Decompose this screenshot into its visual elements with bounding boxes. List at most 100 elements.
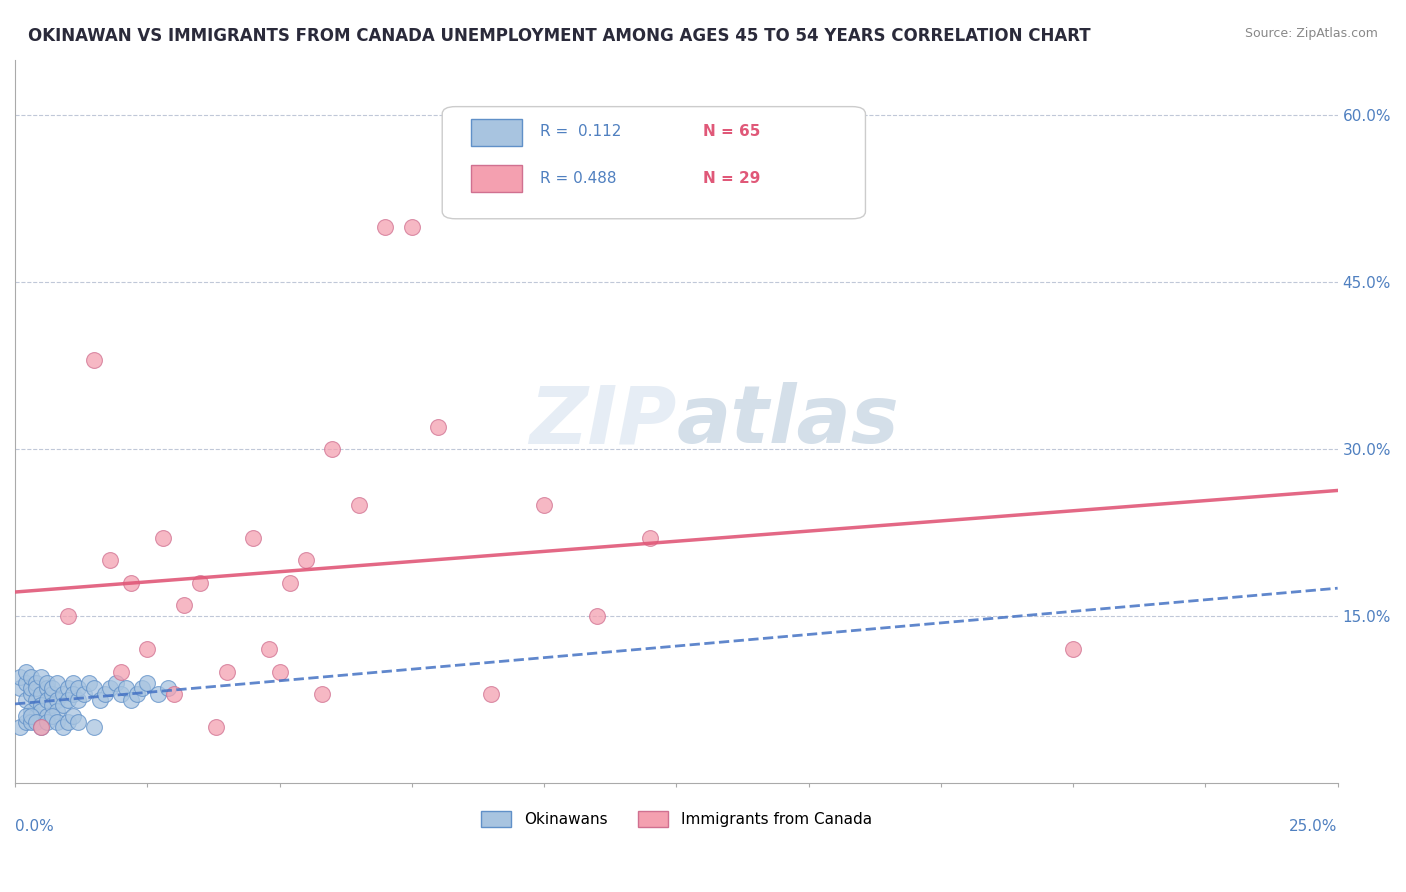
Point bbox=[46, 704, 69, 718]
Point bbox=[62, 676, 84, 690]
Point bbox=[14, 692, 37, 706]
Point bbox=[115, 681, 138, 696]
Text: N = 29: N = 29 bbox=[703, 170, 761, 186]
Point bbox=[8, 720, 31, 734]
Point bbox=[110, 665, 132, 679]
Point bbox=[30, 670, 52, 684]
Point bbox=[77, 676, 100, 690]
Point bbox=[41, 698, 63, 713]
Point bbox=[83, 720, 105, 734]
Point bbox=[89, 692, 111, 706]
Point bbox=[56, 714, 79, 729]
Point bbox=[30, 720, 52, 734]
Point bbox=[152, 531, 174, 545]
Point bbox=[14, 714, 37, 729]
Point bbox=[20, 714, 42, 729]
FancyBboxPatch shape bbox=[471, 119, 522, 146]
Point bbox=[125, 687, 148, 701]
Point bbox=[56, 609, 79, 624]
Text: ZIP: ZIP bbox=[529, 383, 676, 460]
Point bbox=[46, 676, 69, 690]
Point bbox=[83, 353, 105, 368]
Point bbox=[120, 575, 142, 590]
Point bbox=[52, 698, 75, 713]
Point bbox=[83, 681, 105, 696]
Text: R = 0.488: R = 0.488 bbox=[540, 170, 617, 186]
Point bbox=[479, 687, 502, 701]
Point bbox=[94, 687, 117, 701]
Point bbox=[56, 692, 79, 706]
Text: 0.0%: 0.0% bbox=[15, 819, 53, 834]
Point bbox=[20, 709, 42, 723]
Point bbox=[41, 687, 63, 701]
Point bbox=[20, 681, 42, 696]
Point bbox=[46, 714, 69, 729]
Point bbox=[157, 681, 180, 696]
Point bbox=[131, 681, 153, 696]
Point bbox=[311, 687, 333, 701]
Text: R =  0.112: R = 0.112 bbox=[540, 125, 621, 139]
Point bbox=[25, 676, 48, 690]
Point bbox=[67, 714, 90, 729]
Point bbox=[638, 531, 661, 545]
Point bbox=[52, 687, 75, 701]
Point bbox=[8, 670, 31, 684]
Point bbox=[20, 687, 42, 701]
Point bbox=[67, 681, 90, 696]
Point bbox=[56, 681, 79, 696]
Point bbox=[257, 642, 280, 657]
Point bbox=[52, 720, 75, 734]
Point bbox=[242, 531, 264, 545]
Point bbox=[25, 709, 48, 723]
Point bbox=[1062, 642, 1084, 657]
Point bbox=[205, 720, 228, 734]
FancyBboxPatch shape bbox=[471, 164, 522, 192]
Point bbox=[35, 681, 58, 696]
Point bbox=[136, 642, 159, 657]
Point bbox=[73, 687, 96, 701]
Point bbox=[321, 442, 343, 457]
Point bbox=[427, 420, 450, 434]
Point bbox=[62, 687, 84, 701]
Point bbox=[46, 692, 69, 706]
Text: OKINAWAN VS IMMIGRANTS FROM CANADA UNEMPLOYMENT AMONG AGES 45 TO 54 YEARS CORREL: OKINAWAN VS IMMIGRANTS FROM CANADA UNEMP… bbox=[28, 27, 1091, 45]
Point bbox=[14, 709, 37, 723]
Point bbox=[30, 720, 52, 734]
Point bbox=[269, 665, 291, 679]
Point bbox=[586, 609, 609, 624]
Point bbox=[98, 681, 121, 696]
Point bbox=[25, 692, 48, 706]
Point bbox=[67, 692, 90, 706]
Point bbox=[104, 676, 127, 690]
Point bbox=[215, 665, 238, 679]
Point bbox=[62, 709, 84, 723]
Point bbox=[30, 687, 52, 701]
Text: 25.0%: 25.0% bbox=[1289, 819, 1337, 834]
Point bbox=[163, 687, 186, 701]
Point bbox=[173, 598, 195, 612]
Text: atlas: atlas bbox=[676, 383, 898, 460]
Point bbox=[146, 687, 169, 701]
Point bbox=[401, 219, 423, 234]
Point bbox=[25, 714, 48, 729]
Point bbox=[295, 553, 318, 567]
Point bbox=[35, 714, 58, 729]
Legend: Okinawans, Immigrants from Canada: Okinawans, Immigrants from Canada bbox=[475, 805, 877, 833]
Point bbox=[533, 498, 555, 512]
Point bbox=[278, 575, 301, 590]
Point bbox=[41, 709, 63, 723]
Point bbox=[188, 575, 211, 590]
Point bbox=[120, 692, 142, 706]
Point bbox=[14, 676, 37, 690]
Point bbox=[25, 681, 48, 696]
Text: N = 65: N = 65 bbox=[703, 125, 761, 139]
Point bbox=[35, 676, 58, 690]
Point bbox=[41, 681, 63, 696]
Point bbox=[20, 670, 42, 684]
Point bbox=[8, 681, 31, 696]
Point bbox=[30, 704, 52, 718]
Point bbox=[98, 553, 121, 567]
Point bbox=[110, 687, 132, 701]
Point bbox=[347, 498, 370, 512]
Point bbox=[136, 676, 159, 690]
